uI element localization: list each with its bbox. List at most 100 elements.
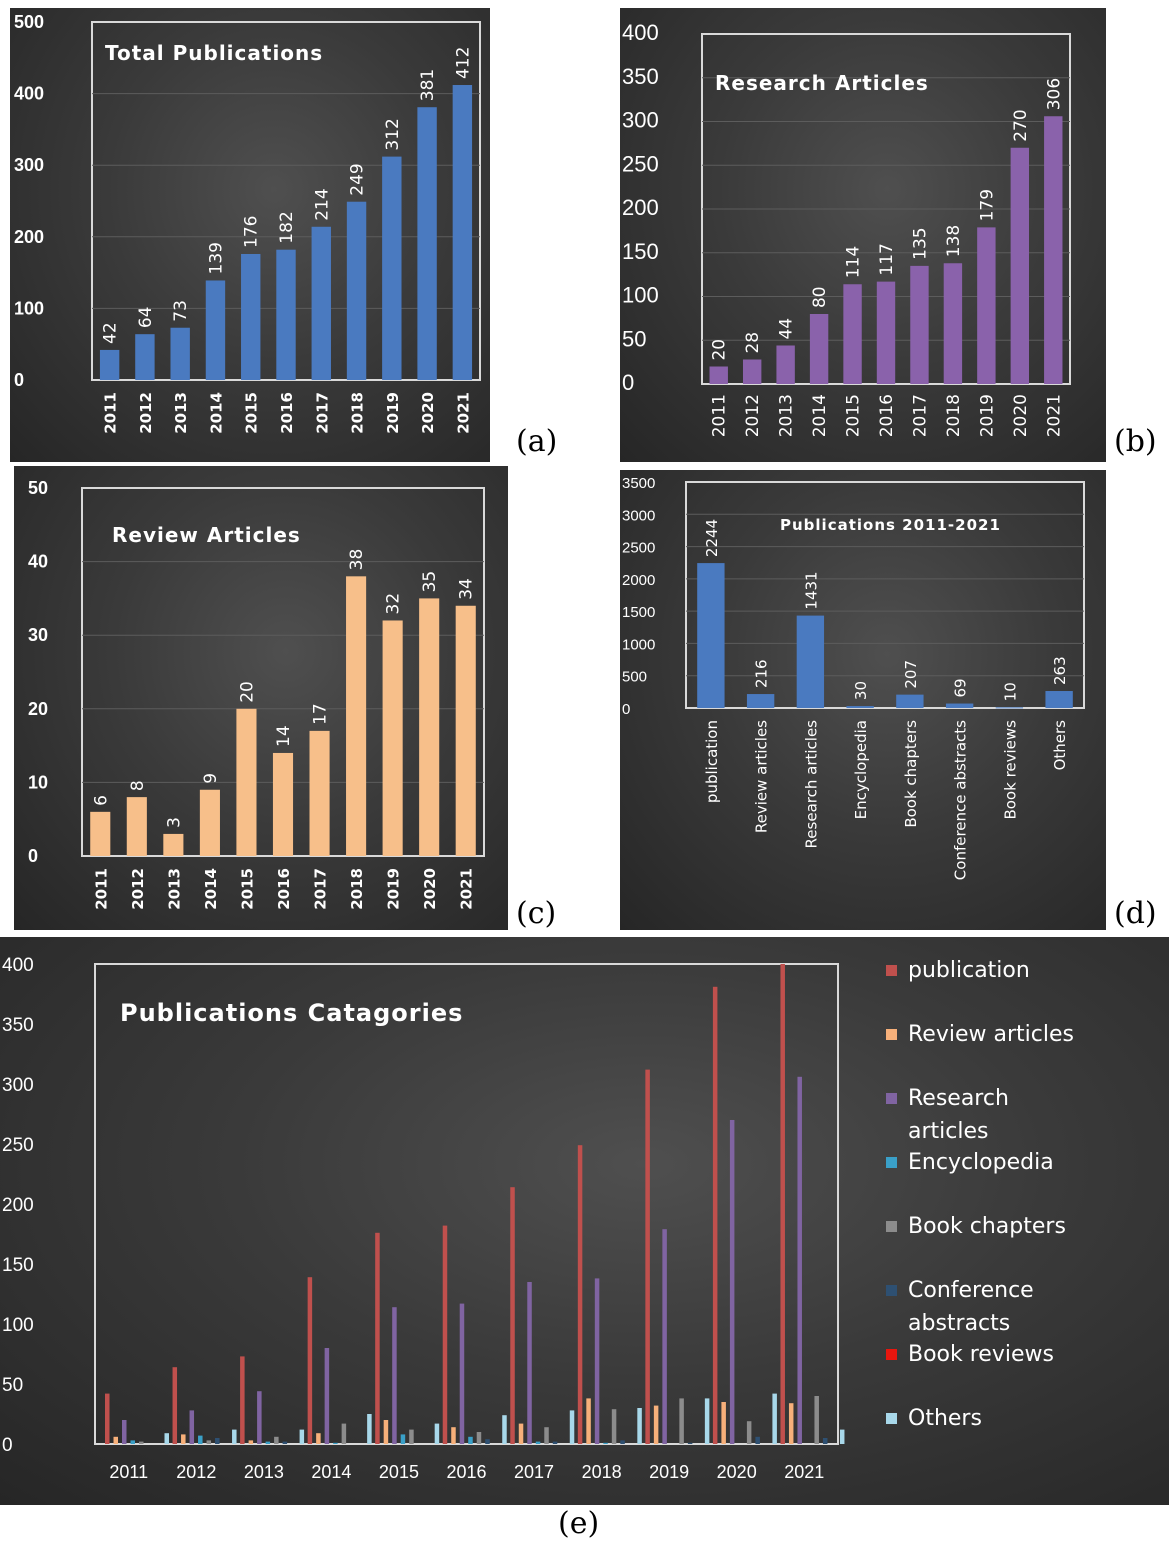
x-tick-label: 2014	[202, 868, 220, 910]
data-label: 10	[1001, 682, 1019, 701]
bar	[476, 1432, 482, 1444]
bar	[130, 1440, 135, 1444]
bar	[205, 280, 226, 380]
bar	[113, 1436, 118, 1444]
bar	[400, 1434, 406, 1444]
bar	[257, 1391, 262, 1444]
bar	[611, 1409, 617, 1444]
bar	[105, 1393, 110, 1444]
chart-panel-publication-summary: 0 500 1000 1500 2000 2500 3000 3500 Publications…	[620, 470, 1106, 930]
y-tick-label: 100	[2, 1315, 34, 1336]
legend-label: Others	[908, 1406, 982, 1431]
x-tick-label: 2013	[165, 868, 183, 910]
bar	[796, 615, 825, 708]
legend-label: Review articles	[908, 1022, 1074, 1047]
data-label: 179	[977, 189, 997, 221]
y-tick-label: 500	[14, 12, 44, 32]
bar	[780, 964, 785, 1444]
bar	[346, 576, 367, 856]
data-label: 135	[910, 227, 930, 259]
x-tick-label: 2012	[743, 394, 763, 437]
bar	[809, 314, 829, 384]
x-tick-label: 2018	[582, 1462, 622, 1482]
bar	[843, 284, 862, 384]
x-tick-label: 2011	[109, 1462, 148, 1482]
legend-label: Conference	[908, 1278, 1034, 1303]
data-label: 207	[902, 660, 920, 689]
data-label: 6	[91, 795, 111, 806]
bar	[382, 620, 403, 856]
bar	[577, 1145, 583, 1444]
bar	[755, 1436, 760, 1444]
panel-label-b: (b)	[1114, 424, 1157, 459]
bar	[645, 1069, 650, 1444]
y-tick-label: 200	[14, 227, 44, 247]
y-tick-label: 0	[28, 846, 38, 866]
data-label: 30	[852, 681, 870, 700]
chart-panel-publication-categories: 0 50 100 150 200 250 300 350 400 Publications Cat…	[0, 937, 1169, 1505]
bar	[299, 1429, 305, 1444]
data-label: 17	[311, 703, 331, 725]
bar	[1044, 116, 1063, 384]
x-tick-label: 2013	[172, 392, 190, 434]
bar	[215, 1438, 220, 1444]
y-tick-label: 350	[622, 64, 659, 89]
bar	[594, 1278, 600, 1444]
bar	[569, 1410, 575, 1444]
data-label: 32	[384, 593, 404, 615]
publication-categories-chart: 0 50 100 150 200 250 300 350 400 Publications Cat…	[2, 955, 1074, 1482]
bar	[307, 1277, 313, 1444]
bar	[181, 1434, 186, 1444]
x-tick-label: 2014	[207, 392, 225, 434]
bar	[552, 1441, 558, 1444]
bar	[704, 1398, 710, 1444]
bar	[434, 1423, 440, 1444]
bar	[333, 1442, 338, 1444]
y-tick-label: 400	[622, 20, 659, 45]
x-tick-label: Review articles	[753, 720, 771, 833]
bar	[282, 1441, 288, 1444]
x-tick-label: 2019	[384, 392, 402, 434]
bar	[164, 1433, 169, 1444]
y-tick-label: 3500	[622, 475, 655, 492]
bar	[135, 334, 155, 380]
x-tick-label: 2016	[877, 394, 897, 437]
y-tick-label: 10	[28, 772, 48, 792]
y-tick-label: 300	[14, 155, 44, 175]
legend-label: articles	[908, 1119, 988, 1144]
bar	[746, 694, 775, 708]
bar	[265, 1441, 271, 1444]
bar	[452, 85, 473, 381]
x-tick-label: 2015	[844, 394, 864, 437]
x-tick-label: 2021	[458, 868, 476, 910]
y-tick-label: 50	[2, 1375, 23, 1396]
bar	[687, 1442, 693, 1444]
bar	[272, 752, 294, 856]
y-tick-label: 1000	[622, 636, 655, 653]
chart-title: Review Articles	[112, 523, 301, 547]
bar	[839, 1429, 845, 1444]
x-tick-label: 2017	[312, 868, 330, 910]
y-tick-label: 2000	[622, 572, 655, 589]
bar	[510, 1187, 515, 1444]
bar	[468, 1436, 473, 1444]
x-tick-label: 2012	[129, 868, 147, 910]
chart-title: Research Articles	[715, 71, 929, 95]
legend-swatch	[886, 1413, 897, 1424]
x-tick-label: 2021	[1044, 394, 1064, 437]
y-tick-label: 200	[2, 1195, 34, 1216]
data-label: 73	[171, 300, 191, 322]
legend-swatch	[886, 1349, 897, 1360]
bar	[712, 986, 718, 1444]
bar	[236, 708, 257, 856]
y-tick-label: 500	[622, 669, 647, 686]
bar	[797, 1076, 802, 1444]
legend-label: Book chapters	[908, 1214, 1066, 1239]
bar	[409, 1429, 414, 1444]
x-tick-label: 2015	[379, 1462, 419, 1482]
bar	[876, 281, 896, 384]
x-tick-label: 2018	[348, 868, 366, 910]
bar	[139, 1441, 144, 1444]
data-label: 14	[274, 725, 294, 747]
bar	[189, 1410, 195, 1444]
